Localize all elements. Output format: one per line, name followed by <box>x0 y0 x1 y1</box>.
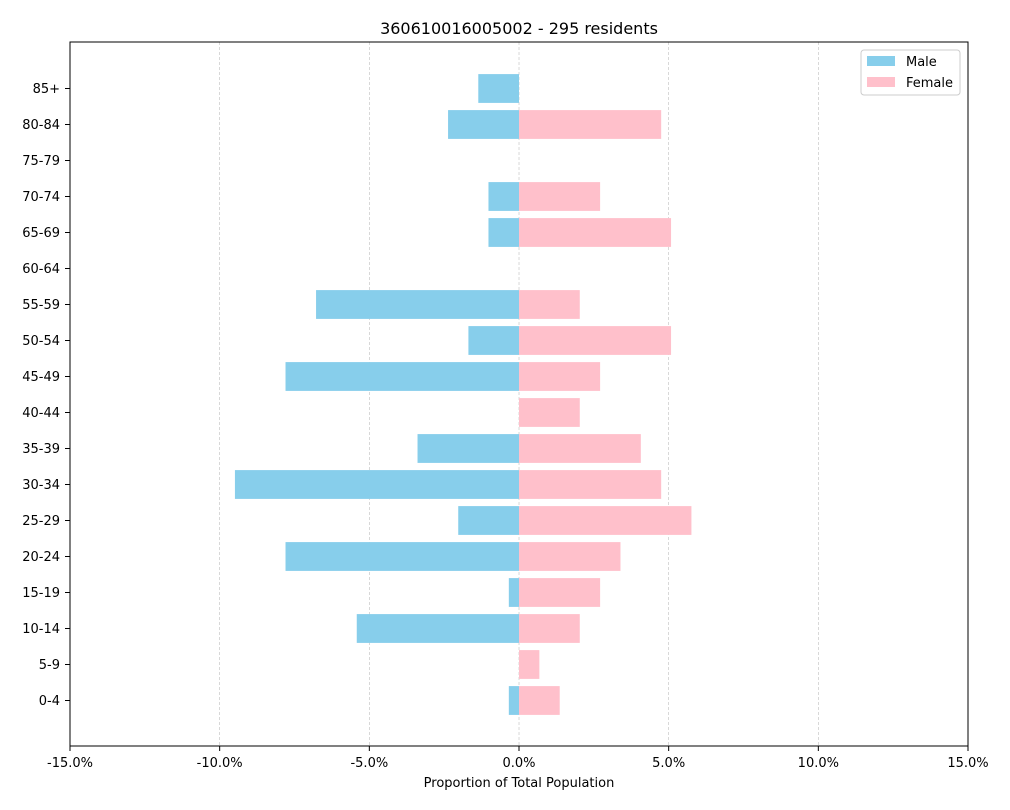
y-tick-label: 60-64 <box>22 262 60 277</box>
bar-female-70-74 <box>519 182 601 211</box>
bar-female-30-34 <box>519 470 662 499</box>
bar-female-80-84 <box>519 110 662 139</box>
bar-female-0-4 <box>519 686 560 715</box>
bar-male-35-39 <box>417 434 519 463</box>
bar-female-55-59 <box>519 290 580 319</box>
bar-female-40-44 <box>519 398 580 427</box>
y-tick-label: 45-49 <box>22 370 60 385</box>
bar-female-10-14 <box>519 614 580 643</box>
y-tick-label: 0-4 <box>39 694 60 709</box>
bar-male-85+ <box>478 74 519 103</box>
x-axis-title: Proportion of Total Population <box>424 776 615 791</box>
y-tick-label: 30-34 <box>22 478 60 493</box>
x-tick-label: 10.0% <box>798 756 839 771</box>
y-tick-label: 65-69 <box>22 226 60 241</box>
x-tick-label: 0.0% <box>502 756 535 771</box>
bar-female-35-39 <box>519 434 641 463</box>
y-tick-label: 55-59 <box>22 298 60 313</box>
bar-male-80-84 <box>448 110 519 139</box>
x-tick-label: -10.0% <box>197 756 243 771</box>
bars <box>234 74 692 715</box>
bar-male-70-74 <box>488 182 519 211</box>
bar-female-45-49 <box>519 362 601 391</box>
legend-swatch-male <box>867 56 895 66</box>
bar-female-25-29 <box>519 506 692 535</box>
y-tick-label: 40-44 <box>22 406 60 421</box>
y-tick-label: 10-14 <box>22 622 60 637</box>
bar-female-65-69 <box>519 218 672 247</box>
bar-male-50-54 <box>468 326 519 355</box>
legend: Male Female <box>860 49 961 96</box>
legend-swatch-female <box>867 77 895 87</box>
bar-male-65-69 <box>488 218 519 247</box>
bar-male-30-34 <box>234 470 519 499</box>
bar-male-0-4 <box>508 686 519 715</box>
y-tick-label: 85+ <box>33 82 60 97</box>
bar-male-45-49 <box>285 362 519 391</box>
y-tick-label: 15-19 <box>22 586 60 601</box>
x-tick-label: 15.0% <box>947 756 988 771</box>
x-tick-label: 5.0% <box>652 756 685 771</box>
bar-male-20-24 <box>285 542 519 571</box>
y-tick-label: 75-79 <box>22 154 60 169</box>
chart-title: 360610016005002 - 295 residents <box>380 19 658 38</box>
x-tick-label: -5.0% <box>350 756 388 771</box>
y-tick-label: 70-74 <box>22 190 60 205</box>
y-tick-label: 35-39 <box>22 442 60 457</box>
bar-male-10-14 <box>356 614 519 643</box>
bar-female-5-9 <box>519 650 540 679</box>
bar-male-15-19 <box>508 578 519 607</box>
bar-male-25-29 <box>458 506 519 535</box>
x-tick-label: -15.0% <box>47 756 93 771</box>
bar-male-55-59 <box>316 290 519 319</box>
bar-female-15-19 <box>519 578 601 607</box>
bar-female-50-54 <box>519 326 672 355</box>
y-axis-ticks: 0-4 5-9 10-14 15-19 20-24 25-29 30-34 35-39 40-4… <box>22 82 70 709</box>
y-tick-label: 80-84 <box>22 118 60 133</box>
legend-label-female: Female <box>906 76 953 91</box>
x-axis-ticks: -15.0% -10.0% -5.0% 0.0% 5.0% 10.0% 15.0% <box>47 746 989 771</box>
y-tick-label: 50-54 <box>22 334 60 349</box>
y-tick-label: 5-9 <box>39 658 60 673</box>
legend-label-male: Male <box>906 55 937 70</box>
y-tick-label: 25-29 <box>22 514 60 529</box>
bar-female-20-24 <box>519 542 621 571</box>
y-tick-label: 20-24 <box>22 550 60 565</box>
